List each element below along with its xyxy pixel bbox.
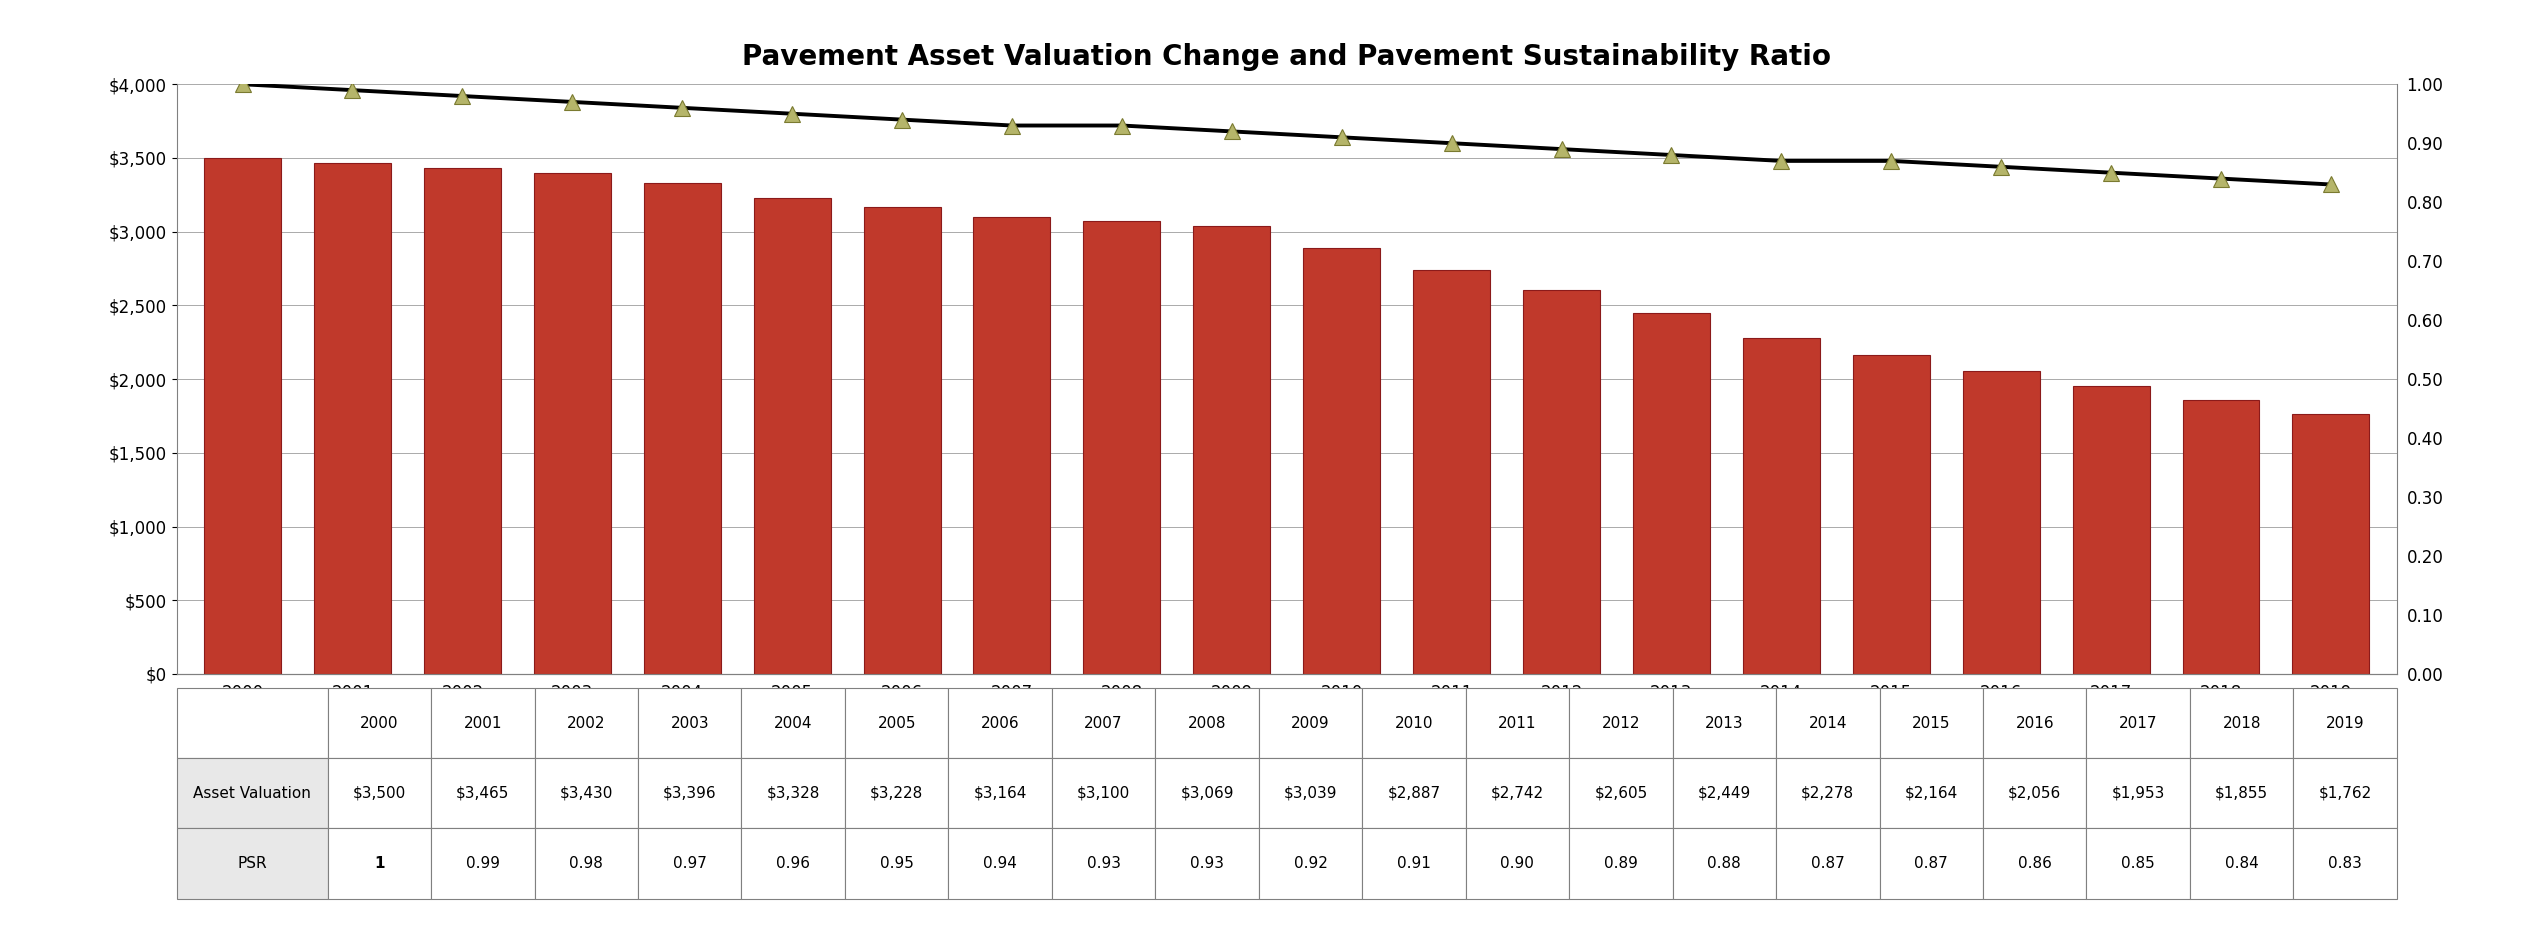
Text: 2015: 2015 (1912, 715, 1950, 731)
Text: $2,742: $2,742 (1491, 785, 1544, 801)
Text: $2,278: $2,278 (1801, 785, 1854, 801)
Bar (974, 217, 1050, 674)
Text: 2014: 2014 (1809, 715, 1847, 731)
Text: 2004: 2004 (775, 715, 812, 731)
Text: $3,328: $3,328 (767, 785, 820, 801)
Bar (1304, 248, 1380, 674)
Bar (313, 163, 391, 674)
Text: $1,762: $1,762 (2319, 785, 2372, 801)
Bar (535, 173, 611, 674)
Text: $1,855: $1,855 (2215, 785, 2268, 801)
Bar (1524, 290, 1600, 674)
Bar (1632, 313, 1711, 674)
Text: 0.91: 0.91 (1398, 856, 1431, 871)
Text: 2018: 2018 (2223, 715, 2261, 731)
Text: 0.92: 0.92 (1294, 856, 1327, 871)
Text: 0.88: 0.88 (1708, 856, 1741, 871)
Text: 2003: 2003 (671, 715, 709, 731)
Bar (2071, 386, 2150, 674)
Text: 0.86: 0.86 (2018, 856, 2051, 871)
Text: $2,056: $2,056 (2008, 785, 2061, 801)
Text: $3,039: $3,039 (1284, 785, 1337, 801)
Text: $2,449: $2,449 (1698, 785, 1751, 801)
Text: $3,100: $3,100 (1077, 785, 1130, 801)
Text: 2013: 2013 (1706, 715, 1743, 731)
Text: 2012: 2012 (1602, 715, 1640, 731)
Text: Asset Valuation: Asset Valuation (194, 785, 310, 801)
Text: $2,887: $2,887 (1388, 785, 1441, 801)
Text: 2000: 2000 (361, 715, 399, 731)
Text: 0.95: 0.95 (881, 856, 913, 871)
Text: 0.83: 0.83 (2329, 856, 2362, 871)
Bar (1413, 270, 1491, 674)
Text: 2010: 2010 (1395, 715, 1433, 731)
Bar (424, 168, 502, 674)
Text: 2007: 2007 (1085, 715, 1123, 731)
Title: Pavement Asset Valuation Change and Pavement Sustainability Ratio: Pavement Asset Valuation Change and Pave… (742, 43, 1832, 71)
Bar (1852, 355, 1930, 674)
Text: 0.93: 0.93 (1191, 856, 1224, 871)
Text: $3,069: $3,069 (1181, 785, 1234, 801)
Text: 2011: 2011 (1499, 715, 1537, 731)
Text: 2001: 2001 (464, 715, 502, 731)
Text: 0.89: 0.89 (1605, 856, 1637, 871)
Bar (754, 198, 830, 674)
Bar (1743, 338, 1819, 674)
Text: $3,164: $3,164 (974, 785, 1027, 801)
Bar (1963, 371, 2039, 674)
Text: $2,605: $2,605 (1595, 785, 1648, 801)
Text: 0.84: 0.84 (2225, 856, 2258, 871)
Text: 0.94: 0.94 (984, 856, 1017, 871)
Text: $1,953: $1,953 (2112, 785, 2165, 801)
Bar (2182, 401, 2261, 674)
Text: 2016: 2016 (2016, 715, 2054, 731)
Bar (204, 158, 280, 674)
Text: 0.96: 0.96 (777, 856, 810, 871)
Text: $3,500: $3,500 (353, 785, 406, 801)
Text: PSR: PSR (237, 856, 267, 871)
Bar (2293, 414, 2369, 674)
Text: $3,228: $3,228 (870, 785, 923, 801)
Text: $3,465: $3,465 (457, 785, 510, 801)
Text: 2002: 2002 (568, 715, 606, 731)
Text: 0.97: 0.97 (674, 856, 706, 871)
Text: 0.87: 0.87 (1812, 856, 1844, 871)
Text: 1: 1 (373, 856, 383, 871)
Bar (863, 208, 941, 674)
Text: 2008: 2008 (1188, 715, 1226, 731)
Text: 0.87: 0.87 (1915, 856, 1948, 871)
Bar (643, 183, 722, 674)
Text: 0.98: 0.98 (570, 856, 603, 871)
Text: $2,164: $2,164 (1905, 785, 1958, 801)
Bar (1193, 226, 1269, 674)
Text: 0.93: 0.93 (1087, 856, 1120, 871)
Text: 2005: 2005 (878, 715, 916, 731)
Text: 2019: 2019 (2326, 715, 2364, 731)
Text: 2009: 2009 (1292, 715, 1330, 731)
Text: 0.90: 0.90 (1501, 856, 1534, 871)
Text: 2006: 2006 (981, 715, 1019, 731)
Text: $3,396: $3,396 (664, 785, 717, 801)
Text: 0.85: 0.85 (2122, 856, 2155, 871)
Text: $3,430: $3,430 (560, 785, 613, 801)
Text: 2017: 2017 (2119, 715, 2157, 731)
Text: 0.99: 0.99 (467, 856, 500, 871)
Bar (1082, 222, 1161, 674)
